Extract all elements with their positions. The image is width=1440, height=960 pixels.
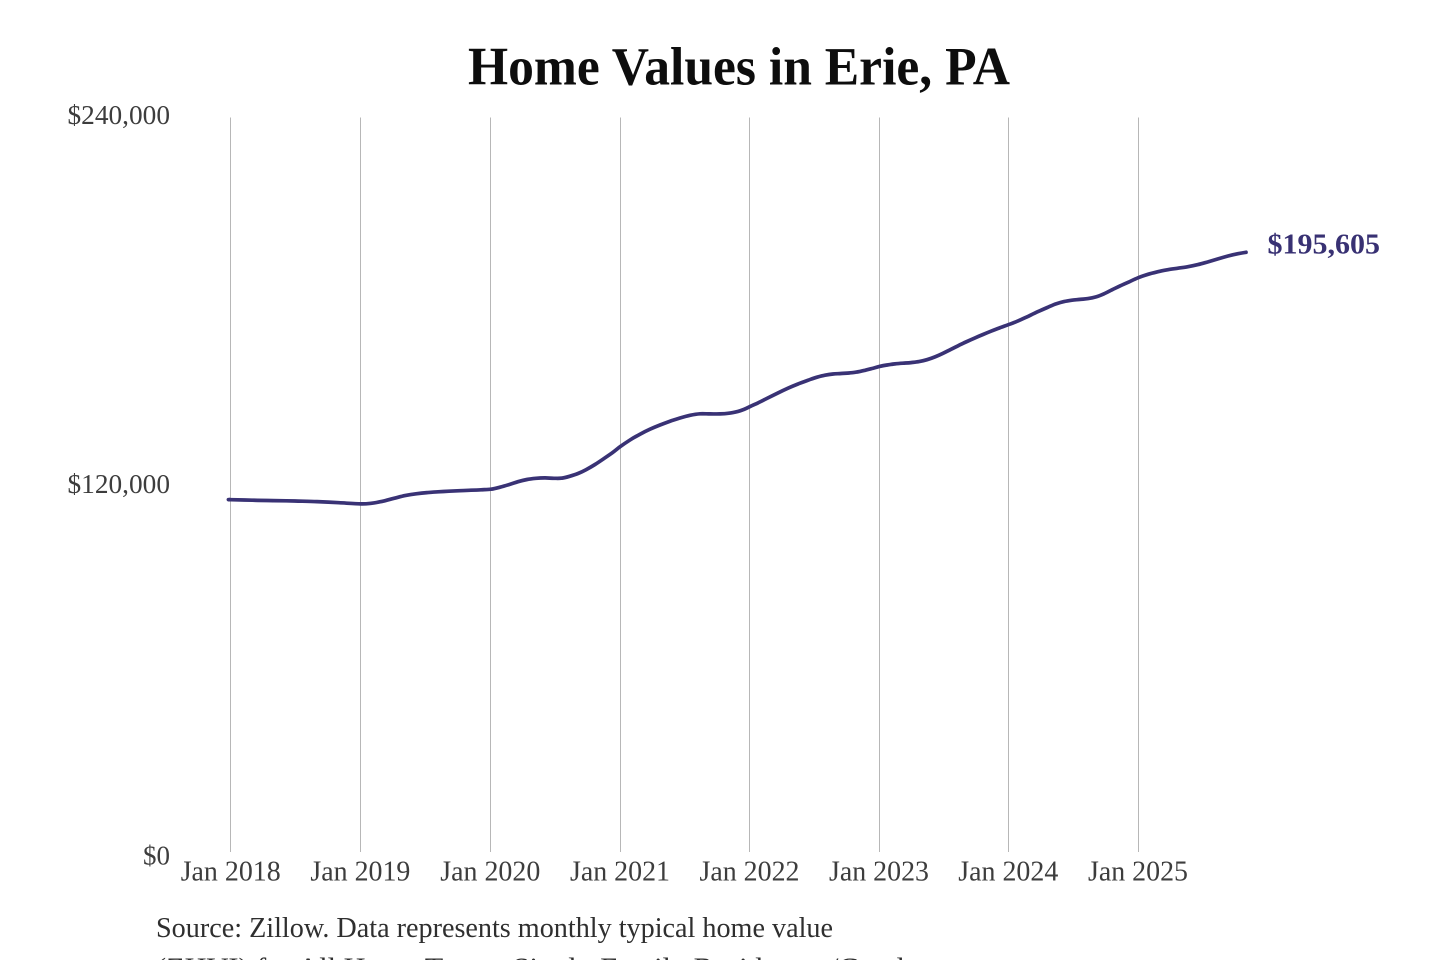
svg-text:Source: Zillow. Data represent: Source: Zillow. Data represents monthly … [156, 912, 833, 944]
svg-text:(ZHVI) for All Home Types: Sin: (ZHVI) for All Home Types: Single-Family… [156, 953, 931, 960]
svg-text:Jan 2018: Jan 2018 [181, 857, 281, 888]
svg-text:Jan 2020: Jan 2020 [440, 857, 540, 888]
svg-text:Home Values in Erie, PA: Home Values in Erie, PA [468, 37, 1010, 97]
svg-text:Jan 2025: Jan 2025 [1088, 857, 1188, 888]
svg-text:Jan 2023: Jan 2023 [829, 857, 929, 888]
svg-text:Jan 2022: Jan 2022 [700, 857, 800, 888]
svg-text:$120,000: $120,000 [68, 469, 171, 499]
svg-text:Jan 2019: Jan 2019 [310, 857, 410, 888]
svg-text:$195,605: $195,605 [1268, 229, 1381, 261]
svg-text:$0: $0 [143, 840, 170, 870]
svg-text:Jan 2024: Jan 2024 [958, 857, 1058, 888]
svg-text:$240,000: $240,000 [68, 100, 171, 130]
svg-text:Jan 2021: Jan 2021 [570, 857, 670, 888]
